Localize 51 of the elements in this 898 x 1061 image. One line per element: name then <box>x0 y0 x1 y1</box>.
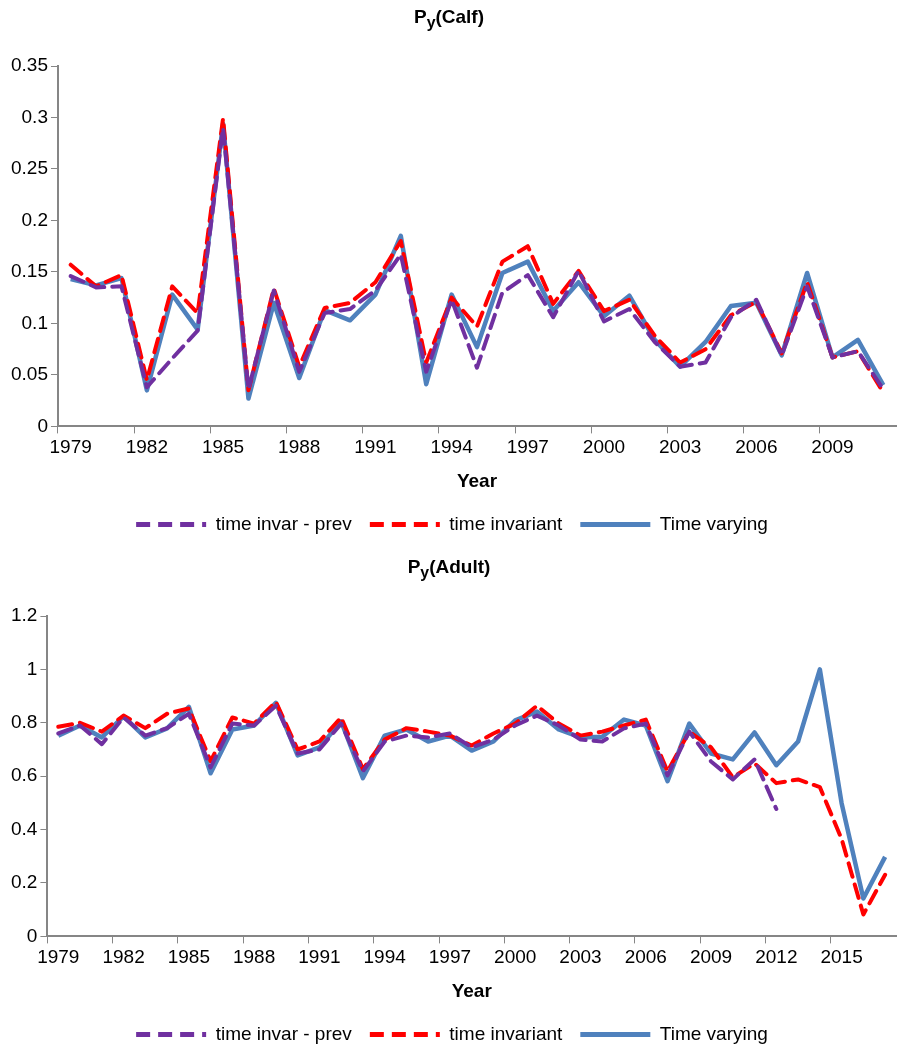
x-tick-label: 2012 <box>755 946 798 968</box>
x-tick-label: 1985 <box>201 436 245 458</box>
legend-label: time invar - prev <box>215 512 353 534</box>
x-tick-label: 1988 <box>278 436 321 458</box>
legend-label: Time varying <box>659 1022 768 1044</box>
x-axis-title: Year <box>451 979 493 1001</box>
y-tick-label: 0.15 <box>11 260 48 282</box>
x-tick-label: 1994 <box>363 946 407 968</box>
y-tick-label: 0.25 <box>11 157 48 179</box>
x-tick-label: 1997 <box>428 946 472 968</box>
x-tick-label: 2000 <box>494 946 537 968</box>
x-tick-label: 1997 <box>506 436 549 458</box>
legend-label: time invariant <box>449 512 564 534</box>
y-tick-label: 0.1 <box>21 311 48 333</box>
x-tick-label: 2006 <box>624 946 667 968</box>
y-tick-label: 0.8 <box>10 711 38 733</box>
x-tick-label: 1985 <box>167 946 210 968</box>
line-series <box>56 699 888 917</box>
x-tick-label: 1994 <box>430 436 474 458</box>
chart-title: P$_{y}$(Calf) <box>412 6 486 32</box>
x-tick-label: 1991 <box>298 946 341 968</box>
x-axis-title: Year <box>456 469 498 491</box>
x-tick-label: 2009 <box>811 436 854 458</box>
y-tick-label: 0.2 <box>10 871 38 893</box>
y-tick-label: 1.2 <box>10 604 38 626</box>
legend-label: time invar - prev <box>215 1022 353 1044</box>
x-tick-label: 1991 <box>354 436 397 458</box>
y-tick-label: 0.35 <box>11 54 48 76</box>
x-tick-label: 1982 <box>125 436 168 458</box>
line-series <box>56 703 779 812</box>
x-tick-label: 2000 <box>582 436 626 458</box>
x-tick-label: 1979 <box>37 946 80 968</box>
y-tick-label: 0.6 <box>10 764 38 786</box>
legend-label: time invariant <box>449 1022 564 1044</box>
y-tick-label: 0.05 <box>11 363 48 385</box>
x-tick-label: 2009 <box>689 946 733 968</box>
y-tick-label: 0.2 <box>21 208 48 230</box>
x-tick-label: 2006 <box>735 436 778 458</box>
y-tick-label: 0 <box>37 414 48 436</box>
x-tick-label: 2003 <box>559 946 602 968</box>
x-tick-label: 2003 <box>659 436 702 458</box>
y-tick-label: 1 <box>26 657 38 679</box>
chart-title: P$_{y}$(Adult) <box>406 556 492 582</box>
x-tick-label: 1982 <box>102 946 145 968</box>
x-tick-label: 1979 <box>49 436 92 458</box>
y-tick-label: 0.4 <box>10 817 38 839</box>
legend-label: Time varying <box>659 512 768 534</box>
y-tick-label: 0 <box>26 924 38 946</box>
y-tick-label: 0.3 <box>21 105 48 127</box>
x-tick-label: 2015 <box>820 946 863 968</box>
x-tick-label: 1988 <box>232 946 276 968</box>
